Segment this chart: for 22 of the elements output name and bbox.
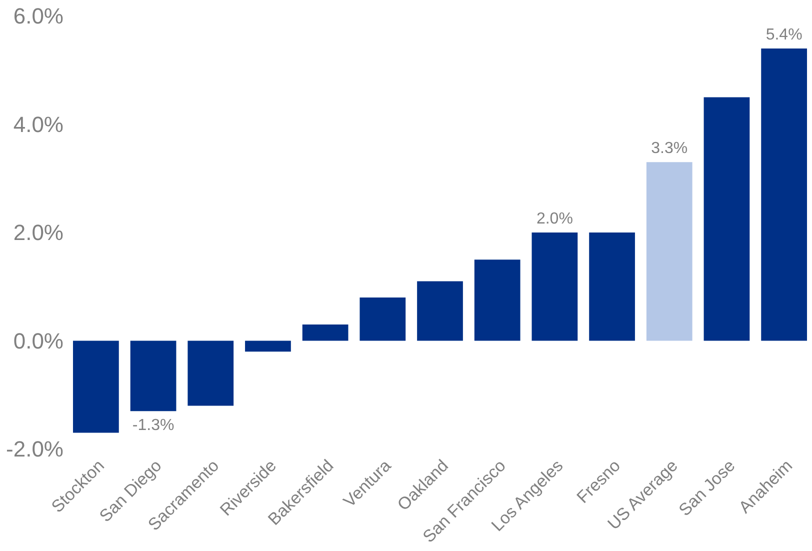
bar xyxy=(360,297,406,341)
y-tick-label: 4.0% xyxy=(13,112,64,137)
y-tick-label: 6.0% xyxy=(13,4,64,28)
bar xyxy=(704,97,750,341)
y-tick-label: -2.0% xyxy=(6,436,64,462)
bar xyxy=(302,324,348,341)
bar xyxy=(761,48,807,341)
bar xyxy=(73,340,119,433)
bar xyxy=(417,281,463,341)
data-label: 3.3% xyxy=(651,140,688,158)
bar xyxy=(474,260,520,341)
bar xyxy=(188,340,234,406)
data-label: -1.3% xyxy=(132,417,174,434)
y-tick-label: 0.0% xyxy=(13,328,64,354)
data-label: 2.0% xyxy=(536,210,573,228)
bar xyxy=(646,162,692,341)
bar xyxy=(245,340,291,352)
bar xyxy=(130,340,176,412)
bar xyxy=(532,232,578,341)
y-tick-label: 2.0% xyxy=(13,220,64,245)
data-label: 5.4% xyxy=(766,26,802,44)
bar xyxy=(589,232,635,341)
